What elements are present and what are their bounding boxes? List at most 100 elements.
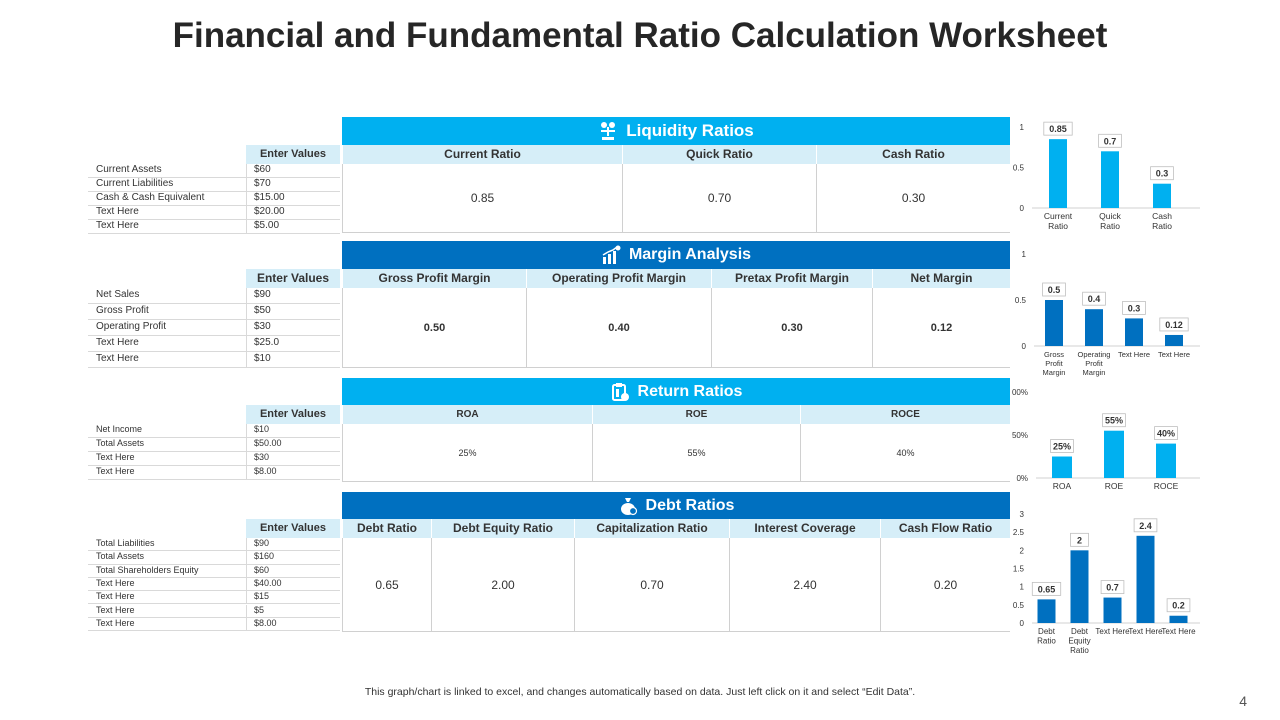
input-label: Total Liabilities xyxy=(96,538,155,548)
input-value[interactable]: $8.00 xyxy=(254,617,277,628)
input-row[interactable]: Text Here $8.00 xyxy=(88,617,340,632)
input-value[interactable]: $10 xyxy=(254,353,271,364)
category-label: Operating Profit Margin xyxy=(1078,350,1111,377)
input-value[interactable]: $30 xyxy=(254,321,271,332)
category-label: Cash Ratio xyxy=(1152,211,1172,231)
data-label: 55% xyxy=(1105,416,1123,426)
input-value[interactable]: $5 xyxy=(254,604,265,615)
input-row[interactable]: Net Income $10 xyxy=(88,424,340,438)
clipboard-money-icon xyxy=(611,382,629,401)
input-value[interactable]: $25.0 xyxy=(254,337,280,348)
input-value[interactable]: $10 xyxy=(254,424,270,434)
column-header: Operating Profit Margin xyxy=(526,269,711,288)
category-label: Debt Equity Ratio xyxy=(1068,627,1090,655)
input-row[interactable]: Total Assets $160 xyxy=(88,551,340,565)
input-row[interactable]: Text Here $30 xyxy=(88,452,340,466)
column-header: Cash Ratio xyxy=(816,145,1010,164)
y-tick-label: 3 xyxy=(1020,510,1025,519)
input-row[interactable]: Text Here $5 xyxy=(88,604,340,618)
data-label-box xyxy=(1042,282,1066,297)
data-label-box xyxy=(1031,581,1062,596)
page-number: 4 xyxy=(1239,693,1247,709)
y-tick-label: 1 xyxy=(1020,123,1025,132)
input-value[interactable]: $40.00 xyxy=(254,577,282,588)
input-value[interactable]: $5.00 xyxy=(254,220,280,231)
money-scale-icon xyxy=(601,122,616,140)
category-label: Current Ratio xyxy=(1044,211,1073,231)
input-label: Text Here xyxy=(96,604,135,615)
input-label: Gross Profit xyxy=(96,305,149,316)
data-label: 0.3 xyxy=(1128,303,1141,313)
input-row[interactable]: Text Here $8.00 xyxy=(88,466,340,480)
input-row[interactable]: Text Here $20.00 xyxy=(88,206,340,220)
input-label: Text Here xyxy=(96,220,139,231)
input-value[interactable]: $70 xyxy=(254,178,271,189)
input-value[interactable]: $30 xyxy=(254,452,270,462)
bar xyxy=(1070,550,1089,623)
column-header: ROE xyxy=(592,405,800,424)
return-banner: Return Ratios xyxy=(342,378,1010,405)
data-label: 0.3 xyxy=(1156,169,1169,179)
input-value[interactable]: $50 xyxy=(254,305,271,316)
y-tick-label: 0 xyxy=(1020,204,1025,213)
bar xyxy=(1045,300,1063,346)
input-label: Current Assets xyxy=(96,164,162,175)
input-row[interactable]: Total Liabilities $90 xyxy=(88,538,340,552)
input-row[interactable]: Current Liabilities $70 xyxy=(88,178,340,192)
result-value: 0.20 xyxy=(880,538,1010,631)
input-value[interactable]: $50.00 xyxy=(254,438,282,448)
data-label-box xyxy=(1043,121,1073,136)
column-header: Gross Profit Margin xyxy=(342,269,526,288)
category-label: ROCE xyxy=(1154,481,1179,491)
category-label: Text Here xyxy=(1095,627,1130,636)
data-label-box xyxy=(1070,532,1089,547)
input-row[interactable]: Text Here $5.00 xyxy=(88,220,340,234)
input-value[interactable]: $15 xyxy=(254,591,270,602)
data-label: 25% xyxy=(1053,442,1071,452)
category-label: ROE xyxy=(1105,481,1124,491)
liquidity-chart: 0 0.5 1 0.85 Current Ratio 0.7 Quick Ratio 0.3 Cas… xyxy=(1012,117,1202,239)
input-row[interactable]: Cash & Cash Equivalent $15.00 xyxy=(88,192,340,206)
footnote: This graph/chart is linked to excel, and… xyxy=(364,686,916,698)
input-row[interactable]: Total Shareholders Equity $60 xyxy=(88,564,340,578)
margin-section: Enter Values Net Sales $90 Gross Profit … xyxy=(88,241,1010,368)
input-row[interactable]: Text Here $25.0 xyxy=(88,336,340,352)
input-row[interactable]: Text Here $40.00 xyxy=(88,577,340,592)
data-label: 0.4 xyxy=(1088,294,1101,304)
input-value[interactable]: $90 xyxy=(254,289,271,300)
input-row[interactable]: Current Assets $60 xyxy=(88,164,340,178)
input-row[interactable]: Operating Profit $30 xyxy=(88,320,340,336)
input-value[interactable]: $15.00 xyxy=(254,192,285,203)
y-tick-label: 2 xyxy=(1020,546,1025,555)
money-bag-icon xyxy=(620,497,637,515)
input-row[interactable]: Text Here $15 xyxy=(88,591,340,605)
input-value[interactable]: $60 xyxy=(254,564,270,575)
liquidity-banner: Liquidity Ratios xyxy=(342,117,1010,145)
input-row[interactable]: Net Sales $90 xyxy=(88,288,340,304)
input-row[interactable]: Text Here $10 xyxy=(88,352,340,368)
data-label-box xyxy=(1100,580,1125,594)
input-value[interactable]: $60 xyxy=(254,164,271,175)
input-label: Operating Profit xyxy=(96,321,167,332)
input-value[interactable]: $90 xyxy=(254,538,270,548)
liquidity-section: Enter Values Current Assets $60 Current … xyxy=(88,117,1010,234)
input-value[interactable]: $20.00 xyxy=(254,206,285,217)
result-value: 0.85 xyxy=(342,164,622,232)
y-tick-label: 0.5 xyxy=(1015,296,1027,305)
margin-banner: Margin Analysis xyxy=(342,241,1010,269)
category-label: Text Here xyxy=(1158,350,1190,359)
bar xyxy=(1165,334,1183,346)
y-tick-label: 100% xyxy=(1012,388,1028,397)
input-value[interactable]: $160 xyxy=(254,551,275,562)
y-tick-label: 50% xyxy=(1012,431,1028,440)
debt-section: Enter Values Total Liabilities $90 Total… xyxy=(88,492,1010,632)
data-label-box xyxy=(1133,518,1158,533)
input-row[interactable]: Gross Profit $50 xyxy=(88,304,340,320)
data-label-box xyxy=(1154,426,1178,440)
debt-column-headers: Debt Ratio Debt Equity Ratio Capitalizat… xyxy=(342,519,1010,538)
input-row[interactable]: Total Assets $50.00 xyxy=(88,438,340,452)
input-value[interactable]: $8.00 xyxy=(254,466,277,476)
bar-growth-icon xyxy=(602,245,621,264)
input-label: Text Here xyxy=(96,337,139,348)
return-banner-title: Return Ratios xyxy=(637,382,743,400)
